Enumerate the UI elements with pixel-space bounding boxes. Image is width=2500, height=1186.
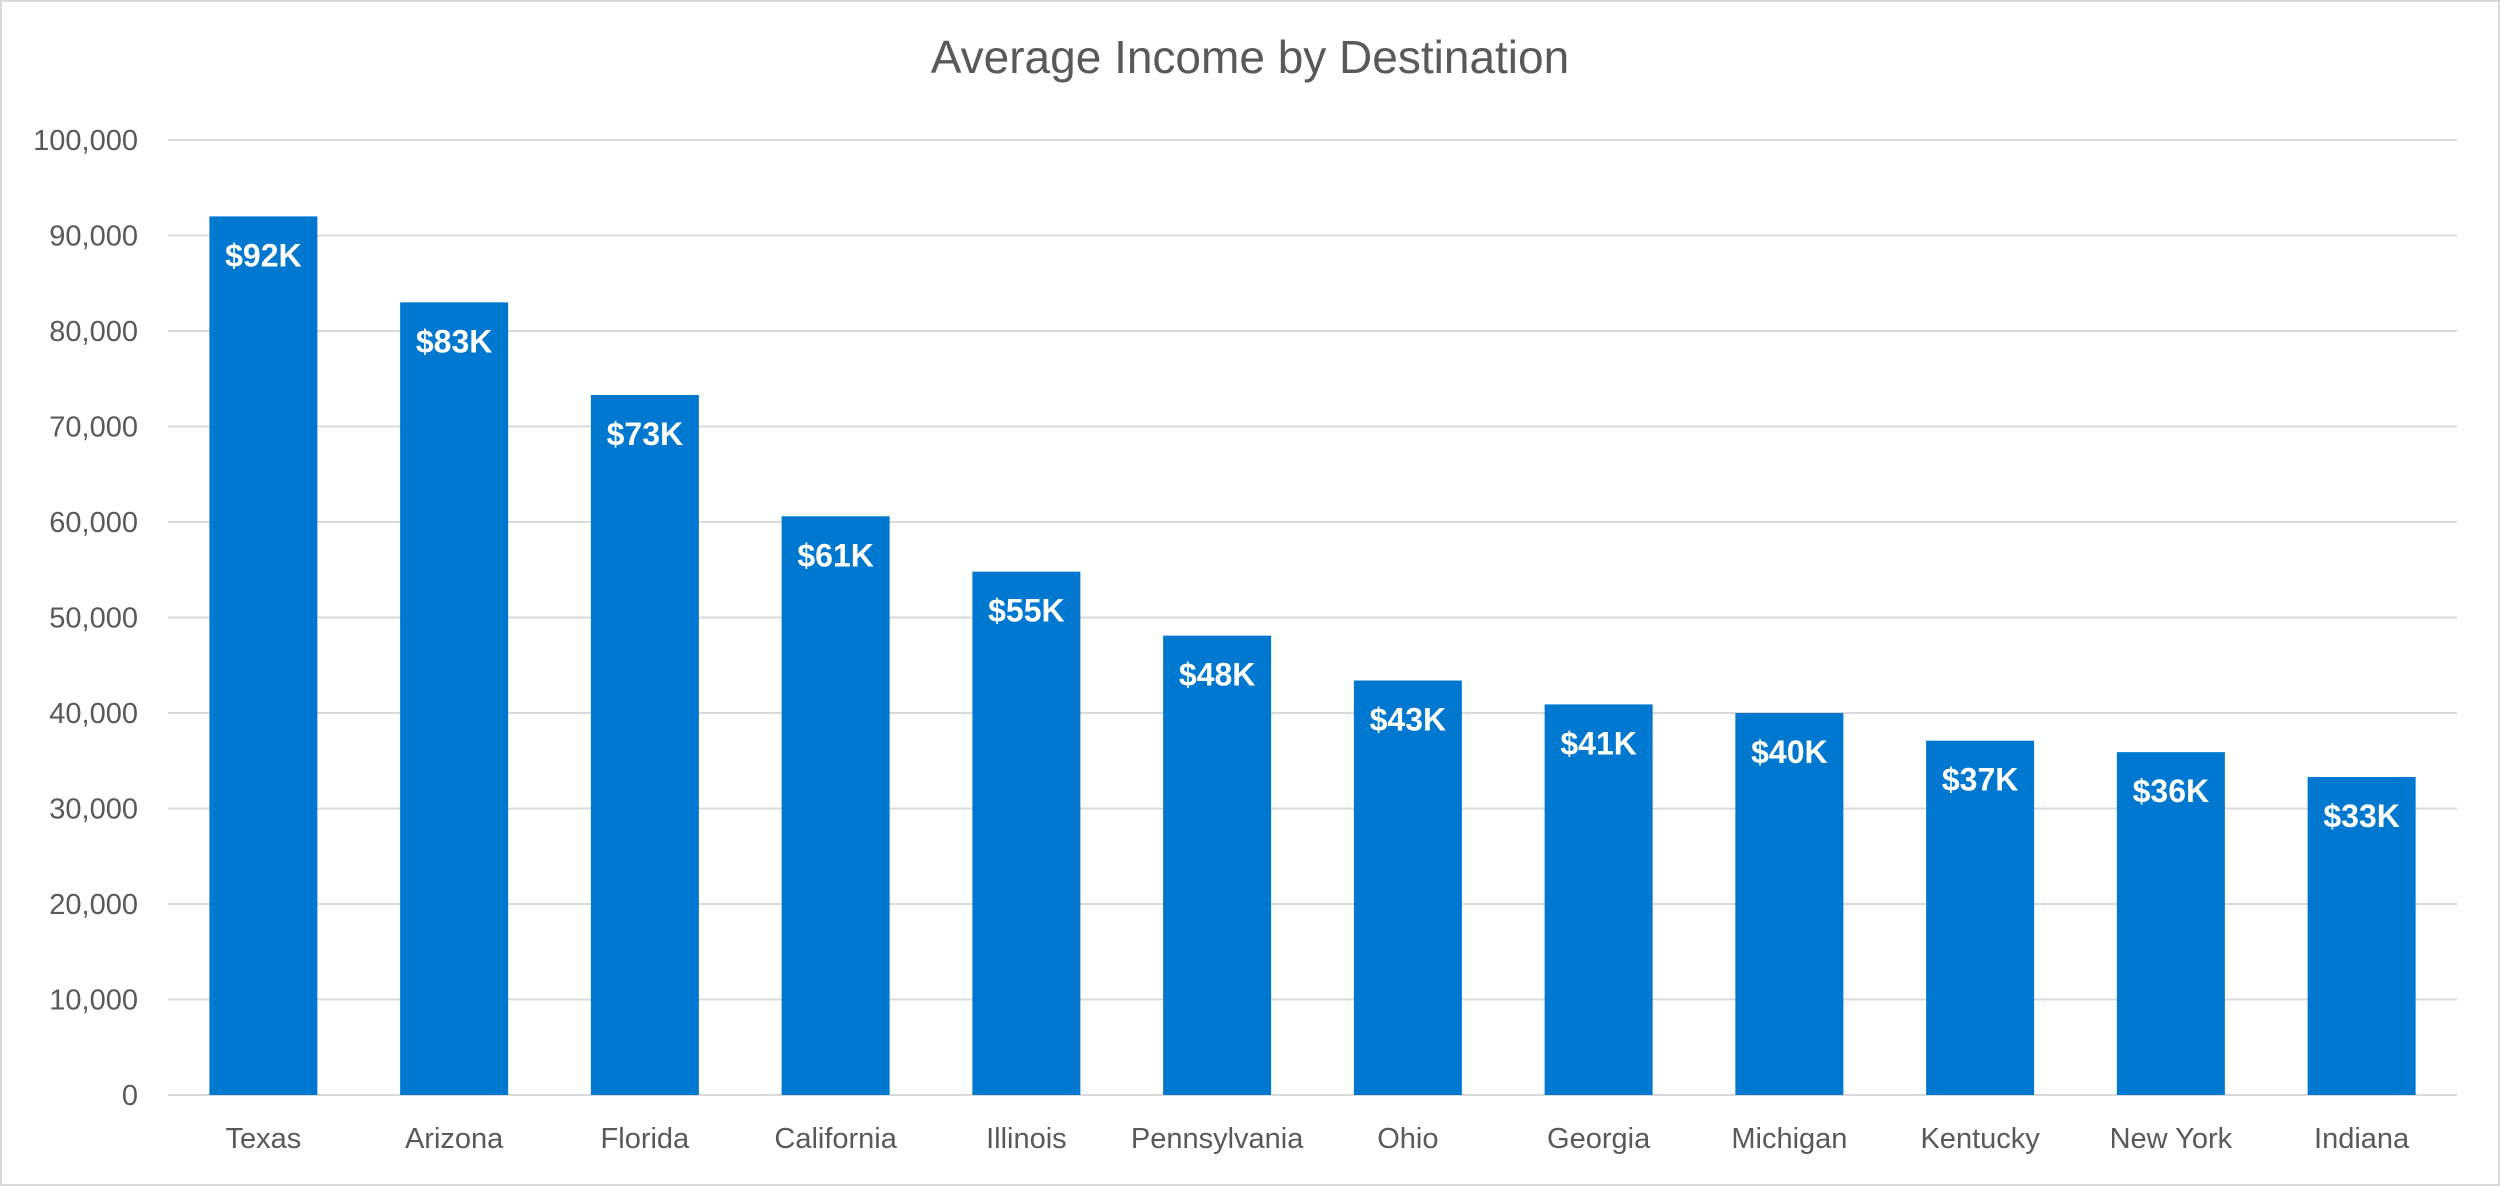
x-tick-label: Pennsylvania [1131, 1123, 1304, 1155]
x-tick-label: Ohio [1377, 1123, 1438, 1155]
data-label: $40K [1751, 734, 1828, 770]
bar-kentucky [1926, 740, 2035, 1095]
data-label: $61K [797, 537, 874, 573]
y-axis-tick-labels: 0 10,000 20,000 30,000 40,000 50,000 60,000 70,… [33, 125, 138, 1112]
data-label: $83K [416, 323, 493, 359]
bar-florida [590, 394, 699, 1095]
data-label: $55K [988, 593, 1065, 629]
y-tick-label: 20,000 [49, 889, 138, 921]
bar-michigan [1735, 713, 1844, 1095]
y-tick-label: 90,000 [49, 221, 138, 253]
bar-texas [209, 216, 318, 1095]
data-label: $43K [1370, 702, 1447, 738]
bar-pennsylvania [1163, 635, 1272, 1095]
y-tick-label: 100,000 [33, 125, 138, 157]
bar-georgia [1544, 704, 1653, 1095]
x-tick-label: Michigan [1731, 1123, 1847, 1155]
y-tick-label: 0 [122, 1080, 138, 1112]
y-tick-label: 10,000 [49, 985, 138, 1017]
data-labels: $92K $83K $73K $61K $55K $48K $43K $41K $40K $37K… [225, 237, 2400, 834]
y-tick-label: 40,000 [49, 698, 138, 730]
y-tick-label: 70,000 [49, 412, 138, 444]
x-tick-label: Illinois [986, 1123, 1067, 1155]
x-tick-label: Florida [601, 1123, 691, 1155]
data-label: $92K [225, 237, 302, 273]
bar-illinois [972, 571, 1081, 1095]
data-label: $73K [607, 416, 684, 452]
bar-indiana [2307, 776, 2416, 1095]
bar-arizona [400, 302, 509, 1096]
bar-ohio [1353, 680, 1462, 1095]
x-tick-label: California [774, 1123, 897, 1155]
y-tick-label: 50,000 [49, 603, 138, 635]
data-label: $37K [1942, 762, 2019, 798]
x-tick-label: Arizona [405, 1123, 504, 1155]
x-axis-tick-labels: Texas Arizona Florida California Illinois Pen… [225, 1123, 2410, 1155]
data-label: $41K [1560, 725, 1637, 761]
bar-california [781, 516, 890, 1095]
x-tick-label: New York [2110, 1123, 2233, 1155]
y-tick-label: 60,000 [49, 507, 138, 539]
bar-new-york [2116, 752, 2225, 1095]
y-tick-label: 80,000 [49, 316, 138, 348]
data-label: $48K [1179, 657, 1256, 693]
chart-title: Average Income by Destination [930, 31, 1570, 83]
x-tick-label: Georgia [1547, 1123, 1651, 1155]
x-tick-label: Indiana [2314, 1123, 2410, 1155]
y-tick-label: 30,000 [49, 794, 138, 826]
gridlines [168, 139, 2457, 1096]
data-label: $33K [2323, 798, 2400, 834]
x-tick-label: Texas [225, 1123, 301, 1155]
bars [209, 216, 2416, 1096]
x-tick-label: Kentucky [1920, 1123, 2040, 1155]
data-label: $36K [2133, 773, 2210, 809]
